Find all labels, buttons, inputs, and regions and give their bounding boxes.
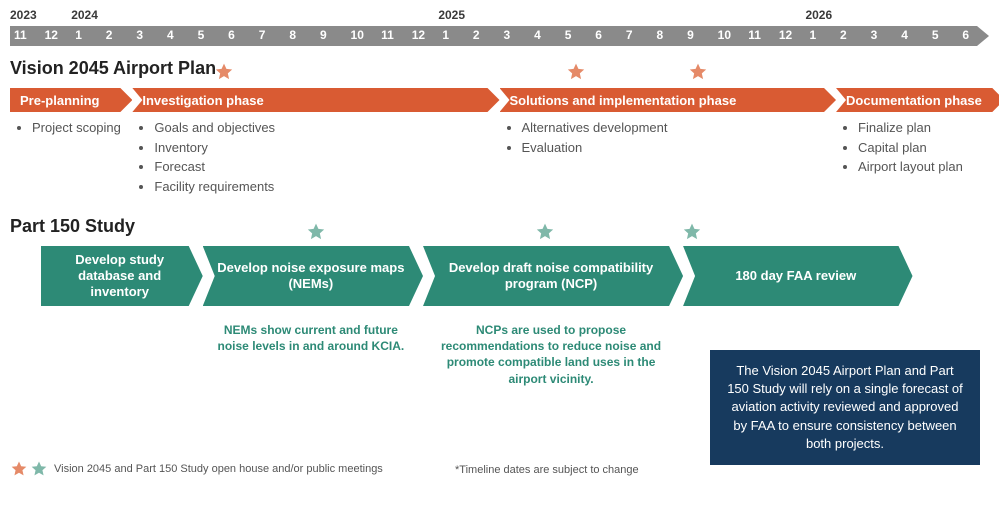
part150-star-icon: [306, 222, 326, 242]
axis-month-label: 5: [198, 28, 205, 42]
axis-month-label: 7: [259, 28, 266, 42]
axis-year-label: 2026: [805, 8, 832, 22]
axis-month-label: 10: [718, 28, 731, 42]
axis-month-label: 6: [962, 28, 969, 42]
axis-month-label: 1: [442, 28, 449, 42]
axis-month-label: 11: [14, 28, 27, 42]
star-icon: [306, 222, 326, 242]
axis-month-label: 6: [595, 28, 602, 42]
star-icon: [535, 222, 555, 242]
axis-month-label: 5: [565, 28, 572, 42]
bullet-item: Forecast: [154, 157, 495, 177]
vision-phase: Pre-planning: [10, 88, 132, 112]
star-icon: [214, 62, 234, 82]
bullet-item: Capital plan: [858, 138, 999, 158]
bullet-item: Evaluation: [522, 138, 833, 158]
part150-phase-caption: NCPs are used to propose recommendations…: [427, 322, 675, 387]
vision-phase-bullets: Project scoping: [16, 118, 128, 138]
axis-month-bar: 1112123456789101112123456789101112123456: [10, 26, 989, 46]
axis-month-label: 11: [748, 28, 761, 42]
axis-month-label: 4: [901, 28, 908, 42]
axis-month-label: 2: [473, 28, 480, 42]
bullet-item: Airport layout plan: [858, 157, 999, 177]
axis-month-label: 8: [289, 28, 296, 42]
axis-month-label: 1: [809, 28, 816, 42]
axis-year-label: 2024: [71, 8, 98, 22]
axis-month-label: 7: [626, 28, 633, 42]
info-box: The Vision 2045 Airport Plan and Part 15…: [710, 350, 980, 465]
bullet-item: Inventory: [154, 138, 495, 158]
star-icon: [682, 222, 702, 242]
star-icon: [10, 460, 28, 478]
vision-title: Vision 2045 Airport Plan: [10, 58, 216, 79]
axis-year-label: 2025: [438, 8, 465, 22]
part150-star-icon: [535, 222, 555, 242]
vision-phase: Documentation phase: [836, 88, 999, 112]
axis-year-row: 2023 2024 2025 2026: [10, 10, 989, 24]
axis-month-label: 3: [504, 28, 511, 42]
axis-month-label: 12: [412, 28, 425, 42]
vision-phase-bullets: Alternatives developmentEvaluation: [506, 118, 833, 157]
axis-month-label: 3: [871, 28, 878, 42]
part150-phase: 180 day FAA review: [683, 246, 912, 306]
bullet-item: Finalize plan: [858, 118, 999, 138]
part150-phase: Develop noise exposure maps (NEMs): [203, 246, 423, 306]
bullet-item: Alternatives development: [522, 118, 833, 138]
axis-month-label: 12: [45, 28, 58, 42]
part150-phase: Develop study database and inventory: [41, 246, 203, 306]
legend-stars: Vision 2045 and Part 150 Study open hous…: [10, 460, 383, 478]
axis-month-label: 9: [687, 28, 694, 42]
axis-month-label: 5: [932, 28, 939, 42]
axis-month-label: 12: [779, 28, 792, 42]
star-icon: [566, 62, 586, 82]
bullet-item: Project scoping: [32, 118, 128, 138]
axis-month-label: 3: [136, 28, 143, 42]
axis-month-label: 6: [228, 28, 235, 42]
vision-phase: Solutions and implementation phase: [500, 88, 837, 112]
timeline-axis: 2023202420252026 11121234567891011121234…: [10, 10, 989, 50]
axis-month-label: 8: [656, 28, 663, 42]
part150-title: Part 150 Study: [10, 216, 135, 237]
footer-disclaimer: *Timeline dates are subject to change: [455, 464, 639, 476]
star-icon: [30, 460, 48, 478]
axis-month-label: 11: [381, 28, 394, 42]
axis-month-label: 4: [167, 28, 174, 42]
vision-star-icon: [214, 62, 234, 82]
axis-month-label: 9: [320, 28, 327, 42]
axis-year-label: 2023: [10, 8, 37, 22]
legend-text: Vision 2045 and Part 150 Study open hous…: [54, 463, 383, 475]
vision-phase: Investigation phase: [132, 88, 499, 112]
vision-phase-bullets: Finalize planCapital planAirport layout …: [842, 118, 999, 177]
vision-star-icon: [688, 62, 708, 82]
axis-month-label: 4: [534, 28, 541, 42]
vision-star-icon: [566, 62, 586, 82]
bullet-item: Goals and objectives: [154, 118, 495, 138]
vision-phase-bullets: Goals and objectivesInventoryForecastFac…: [138, 118, 495, 196]
axis-month-label: 2: [106, 28, 113, 42]
bullet-item: Facility requirements: [154, 177, 495, 197]
star-icon: [688, 62, 708, 82]
axis-month-label: 10: [351, 28, 364, 42]
axis-month-label: 2: [840, 28, 847, 42]
part150-star-icon: [682, 222, 702, 242]
axis-month-label: 1: [75, 28, 82, 42]
part150-phase-caption: NEMs show current and future noise level…: [207, 322, 415, 354]
part150-phase: Develop draft noise compatibility progra…: [423, 246, 683, 306]
